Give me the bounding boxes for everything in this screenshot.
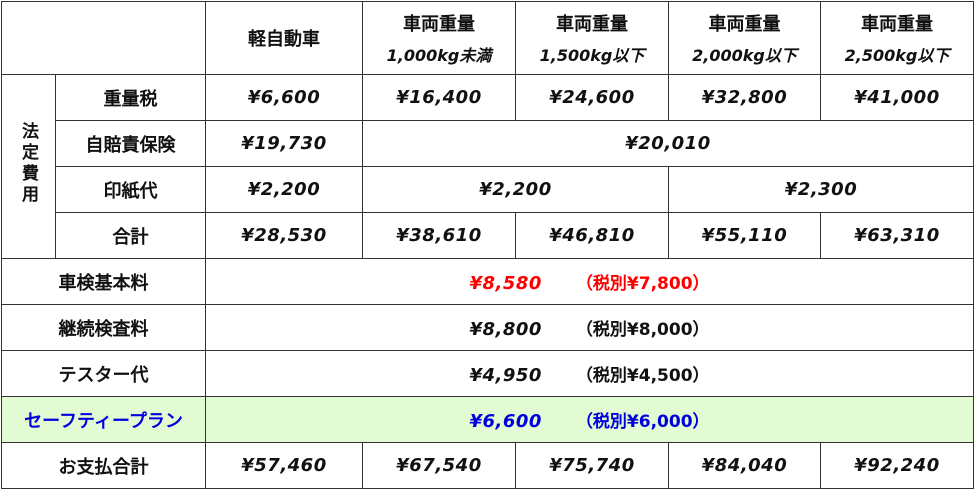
price: ¥6,600	[205, 74, 363, 121]
price: ¥32,800	[668, 74, 821, 121]
price: ¥63,310	[820, 212, 974, 259]
price: ¥75,740	[515, 442, 669, 489]
column-title: 車両重量	[861, 14, 933, 35]
column-header: 車両重量 1,500kg以下	[515, 1, 669, 75]
column-subtitle: 1,500kg以下	[539, 46, 645, 65]
price: ¥4,950	[469, 365, 542, 386]
tax-excluded: （税別¥4,500）	[575, 366, 710, 386]
price: ¥2,200	[205, 166, 363, 213]
group-label: 法定費用	[18, 122, 38, 206]
row-label: お支払合計	[1, 442, 206, 489]
row-label: セーフティープラン	[1, 396, 206, 443]
tax-excluded: （税別¥6,000）	[575, 412, 710, 432]
column-header: 車両重量 2,000kg以下	[668, 1, 821, 75]
column-header: 車両重量 1,000kg未満	[362, 1, 516, 75]
price: ¥84,040	[668, 442, 821, 489]
price: ¥92,240	[820, 442, 974, 489]
group-cell: 法定費用	[1, 74, 56, 259]
tax-excluded: （税別¥7,800）	[575, 274, 710, 294]
price: ¥24,600	[515, 74, 669, 121]
price: ¥38,610	[362, 212, 516, 259]
row-label: 重量税	[55, 74, 206, 121]
row-label: 自賠責保険	[55, 120, 206, 167]
column-title: 車両重量	[556, 14, 628, 35]
price: ¥46,810	[515, 212, 669, 259]
price: ¥8,800	[469, 319, 542, 340]
column-subtitle: 2,500kg以下	[844, 46, 950, 65]
fee-cell: ¥8,800 （税別¥8,000）	[205, 304, 974, 351]
column-subtitle: 2,000kg以下	[692, 46, 797, 65]
fee-cell: ¥8,580 （税別¥7,800）	[205, 258, 974, 305]
column-subtitle: 1,000kg未満	[386, 46, 492, 65]
price: ¥55,110	[668, 212, 821, 259]
row-label: 継続検査料	[1, 304, 206, 351]
price: ¥20,010	[362, 120, 974, 167]
column-header: 車両重量 2,500kg以下	[820, 1, 974, 75]
price: ¥2,300	[668, 166, 974, 213]
price: ¥19,730	[205, 120, 363, 167]
price: ¥2,200	[362, 166, 669, 213]
row-label: 合計	[55, 212, 206, 259]
column-title: 軽自動車	[248, 29, 320, 50]
price: ¥16,400	[362, 74, 516, 121]
price: ¥28,530	[205, 212, 363, 259]
column-title: 車両重量	[403, 14, 475, 35]
price: ¥6,600	[469, 411, 542, 432]
fee-cell: ¥6,600 （税別¥6,000）	[205, 396, 974, 443]
row-label: 車検基本料	[1, 258, 206, 305]
price: ¥41,000	[820, 74, 974, 121]
row-label: テスター代	[1, 350, 206, 397]
row-label: 印紙代	[55, 166, 206, 213]
column-title: 車両重量	[708, 14, 781, 35]
corner-cell	[1, 1, 206, 75]
price: ¥67,540	[362, 442, 516, 489]
fee-cell: ¥4,950 （税別¥4,500）	[205, 350, 974, 397]
column-header: 軽自動車	[205, 1, 363, 75]
price: ¥57,460	[205, 442, 363, 489]
tax-excluded: （税別¥8,000）	[575, 320, 710, 340]
price: ¥8,580	[469, 273, 542, 294]
